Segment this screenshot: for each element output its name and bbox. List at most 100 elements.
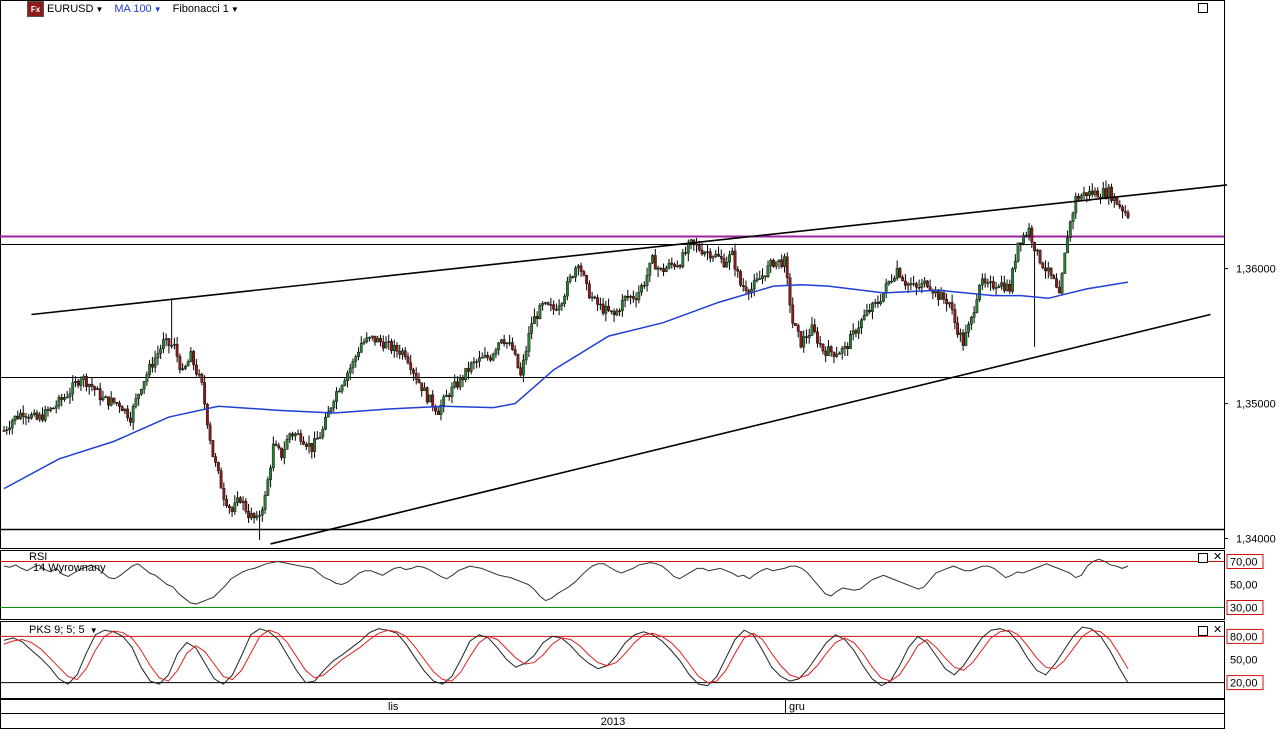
candle-body <box>769 260 773 266</box>
candle-body <box>401 350 404 355</box>
candle-body <box>68 393 72 398</box>
candle-body <box>849 334 852 349</box>
candle-body <box>436 410 440 415</box>
candle-body <box>967 324 971 333</box>
rsi-line <box>3 558 1129 605</box>
candle-body <box>137 394 141 399</box>
candle-body <box>359 343 363 353</box>
candle-body <box>909 283 913 285</box>
candle-body <box>1088 190 1091 196</box>
candle-body <box>497 342 501 351</box>
symbol-dropdown[interactable]: EURUSD ▼ <box>47 3 103 15</box>
main-panel-frame <box>0 0 1225 549</box>
candle-body <box>802 336 806 348</box>
candle-body <box>159 348 163 354</box>
candle-body <box>49 407 53 411</box>
candle-body <box>876 302 880 304</box>
candle-body <box>445 395 448 397</box>
candle-body <box>27 417 31 419</box>
candle-body <box>376 338 380 343</box>
candle-body <box>332 401 336 409</box>
candle-body <box>151 363 154 368</box>
y-axis-tick-label: 80,00 <box>1230 631 1258 643</box>
candle-body <box>1068 221 1072 239</box>
candle-body <box>882 292 885 302</box>
candle-body <box>335 391 338 402</box>
candle-body <box>285 439 289 450</box>
candle-body <box>447 395 451 397</box>
candle-body <box>914 283 918 288</box>
maximize-icon[interactable] <box>1198 3 1208 13</box>
pks-title-dropdown[interactable]: PKS 9; 5; 5 ▼ <box>29 624 98 636</box>
candle-body <box>222 488 226 500</box>
maximize-icon[interactable] <box>1198 553 1208 563</box>
candle-body <box>351 361 355 369</box>
candle-body <box>156 353 160 359</box>
candle-body <box>140 388 143 395</box>
candle-body <box>16 415 20 419</box>
candle-body <box>725 262 729 268</box>
candle-body <box>637 291 641 301</box>
candle-body <box>186 361 190 367</box>
close-icon[interactable]: ✕ <box>1213 624 1223 636</box>
candle-body <box>598 303 602 306</box>
candle-body <box>703 252 707 255</box>
candle-body <box>1123 210 1127 213</box>
candle-body <box>969 317 973 325</box>
candle-body <box>728 254 731 263</box>
candle-body <box>912 283 916 285</box>
candle-body <box>343 380 347 386</box>
candle-body <box>365 337 369 343</box>
candle-body <box>780 259 784 267</box>
candle-body <box>1115 196 1119 205</box>
candle-body <box>74 381 77 383</box>
candle-body <box>552 304 556 310</box>
candle-body <box>717 253 720 257</box>
candle-body <box>1085 192 1089 196</box>
candle-body <box>5 429 9 431</box>
y-axis-tick-label: 1,36000 <box>1236 264 1276 276</box>
candle-body <box>392 345 396 352</box>
candle-body <box>634 298 638 301</box>
candle-body <box>917 287 921 289</box>
candle-body <box>752 280 756 290</box>
candle-body <box>928 286 932 291</box>
maximize-icon[interactable] <box>1198 626 1208 636</box>
candle-body <box>101 397 105 401</box>
ma-indicator-dropdown[interactable]: MA 100 ▼ <box>114 3 161 15</box>
close-icon[interactable]: ✕ <box>1213 551 1223 563</box>
candle-body <box>524 350 528 361</box>
candle-body <box>282 449 286 458</box>
candle-body <box>805 336 808 338</box>
candle-body <box>1110 186 1113 201</box>
fibonacci-dropdown[interactable]: Fibonacci 1 ▼ <box>173 3 239 15</box>
chart-toolbar: Fx EURUSD ▼ MA 100 ▼ Fibonacci 1 ▼ <box>0 0 247 18</box>
candle-body <box>379 338 382 343</box>
candle-body <box>1008 284 1012 292</box>
candle-body <box>675 265 679 267</box>
candle-body <box>565 281 569 297</box>
candle-body <box>785 256 789 278</box>
candle-body <box>126 408 130 419</box>
candle-body <box>755 278 759 281</box>
y-axis-tick-label: 70,00 <box>1230 557 1258 569</box>
candle-body <box>898 268 902 278</box>
candle-body <box>109 397 113 406</box>
candle-body <box>214 456 218 463</box>
candle-body <box>183 365 187 369</box>
candle-body <box>733 250 737 270</box>
candle-body <box>269 467 272 480</box>
candle-body <box>684 252 687 254</box>
candle-body <box>579 265 583 272</box>
candle-body <box>994 287 998 289</box>
candle-body <box>227 505 231 509</box>
candle-body <box>258 514 261 517</box>
candle-body <box>475 361 479 363</box>
candle-body <box>1016 242 1020 262</box>
candle-body <box>321 428 325 438</box>
candle-body <box>30 414 33 419</box>
candle-body <box>1118 204 1122 208</box>
candle-body <box>203 382 207 405</box>
